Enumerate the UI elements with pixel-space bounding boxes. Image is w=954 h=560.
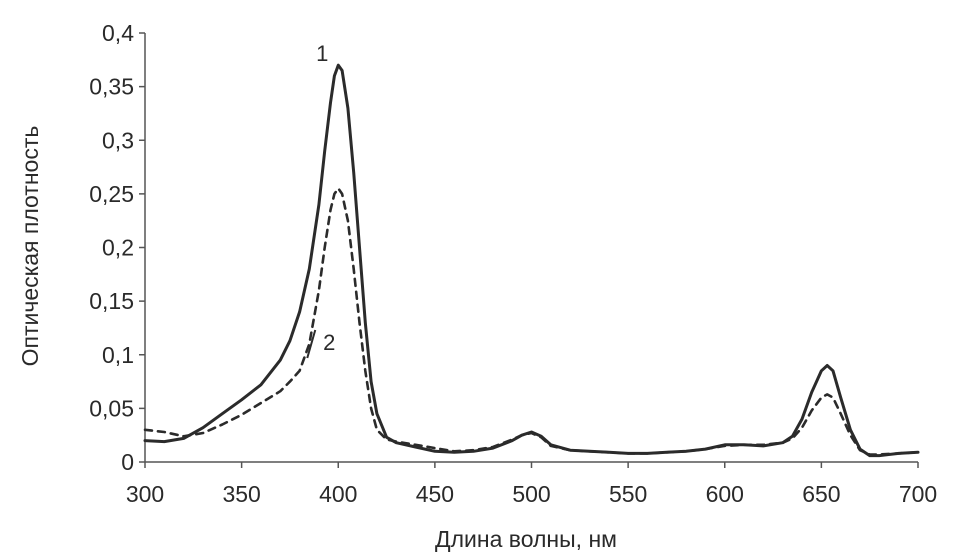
plot-area-series [143, 63, 920, 458]
x-tick-label: 450 [416, 481, 454, 507]
x-tick-label: 600 [706, 481, 744, 507]
x-tick-label: 400 [319, 481, 357, 507]
series-label-1: 1 [316, 41, 328, 66]
y-tick-label: 0,05 [89, 395, 134, 421]
y-tick-label: 0,35 [89, 74, 134, 100]
series-label-2: 2 [323, 330, 335, 355]
x-tick-label: 300 [126, 481, 164, 507]
y-tick-label: 0,2 [102, 235, 134, 261]
y-tick-label: 0,25 [89, 181, 134, 207]
y-axis-title: Оптическая плотность [17, 126, 43, 367]
x-tick-label: 350 [222, 481, 260, 507]
y-tick-label: 0,15 [89, 288, 134, 314]
y-tick-label: 0,4 [102, 20, 134, 46]
x-axis: 300 350 400 450 500 550 600 650 700 [126, 461, 937, 507]
y-tick-label: 0,1 [102, 342, 134, 368]
y-tick-label: 0 [121, 449, 134, 475]
x-tick-label: 550 [609, 481, 647, 507]
y-axis: 0 0,05 0,1 0,15 0,2 0,25 0,3 0,35 0,4 [89, 20, 146, 475]
series-line-1 [143, 63, 920, 458]
series-label-2-leader [306, 329, 317, 359]
x-axis-title: Длина волны, нм [435, 526, 617, 552]
x-tick-label: 700 [899, 481, 937, 507]
series-line-2 [143, 187, 920, 456]
x-tick-label: 500 [512, 481, 550, 507]
y-tick-label: 0,3 [102, 127, 134, 153]
x-tick-label: 650 [802, 481, 840, 507]
series-labels: 12 [306, 41, 335, 359]
